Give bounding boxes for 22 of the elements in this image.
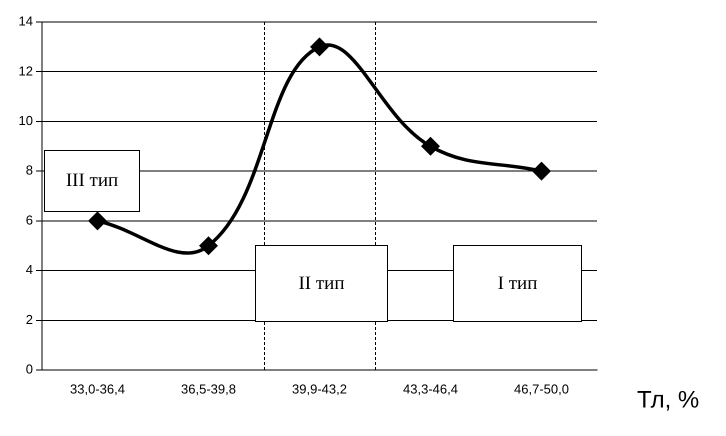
x-axis-title: Тл, % [637,386,700,414]
y-tick-label: 0 [26,362,33,377]
x-tick-label: 36,5-39,8 [181,381,236,396]
y-tick-label: 10 [18,113,33,128]
x-tick-label: 43,3-46,4 [403,381,458,396]
y-tick-label: 8 [26,162,33,178]
point [88,212,106,230]
text-box: II тип [255,245,388,322]
y-tick-label: 6 [26,212,33,228]
text-box: I тип [453,245,582,322]
point [422,138,440,156]
text-box: III тип [44,150,140,212]
y-tick-label: 4 [26,262,33,278]
point [310,38,328,56]
x-tick-label: 39,9-43,2 [292,381,347,396]
y-tick-label: 14 [18,14,33,29]
point [532,162,550,180]
x-tick-label: 33,0-36,4 [70,381,125,396]
y-tick-label: 2 [26,312,33,327]
x-tick-label: 46,7-50,0 [514,381,569,396]
point [200,236,218,254]
y-tick-label: 12 [18,63,33,78]
